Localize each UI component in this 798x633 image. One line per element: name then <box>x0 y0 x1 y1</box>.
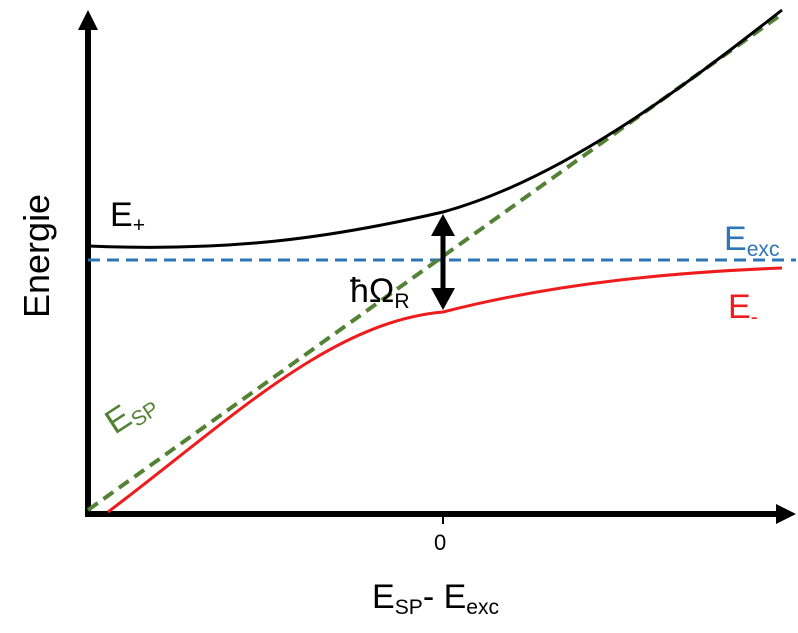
rabi-splitting-label: ħΩR <box>350 272 410 312</box>
x-tick-label-text: 0 <box>434 530 447 555</box>
rabi-label-sub: R <box>394 289 410 313</box>
upper-polariton-curve <box>87 8 783 249</box>
rabi-label-main: ħΩ <box>350 272 395 310</box>
upper-branch-label-main: E <box>110 196 133 234</box>
x-axis-label: ESP- Eexc <box>372 578 499 618</box>
exciton-label-sub: exc <box>746 237 780 261</box>
y-axis-label-text: Energie <box>16 193 57 318</box>
exciton-label-main: E <box>724 220 747 258</box>
lower-branch-label: E- <box>728 288 758 328</box>
x-axis-label-e1: E <box>372 578 395 616</box>
rabi-arrow-up-head <box>431 214 455 236</box>
x-axis-label-sub-sp: SP <box>394 595 423 619</box>
upper-branch-label-sub: + <box>132 213 145 237</box>
x-tick-label: 0 <box>434 532 446 554</box>
lower-polariton-curve <box>107 266 783 514</box>
lower-branch-label-sub: - <box>750 305 758 329</box>
lower-branch-label-main: E <box>728 288 751 326</box>
x-axis-label-sub-exc: exc <box>466 595 500 619</box>
rabi-arrow-down-head <box>431 288 455 310</box>
x-axis-arrowhead <box>776 504 796 524</box>
y-axis-label: Energie <box>16 194 57 318</box>
y-axis-arrowhead <box>78 10 98 30</box>
upper-branch-label: E+ <box>110 196 145 236</box>
exciton-label: Eexc <box>724 220 780 260</box>
x-axis-label-mid: - E <box>422 578 467 616</box>
